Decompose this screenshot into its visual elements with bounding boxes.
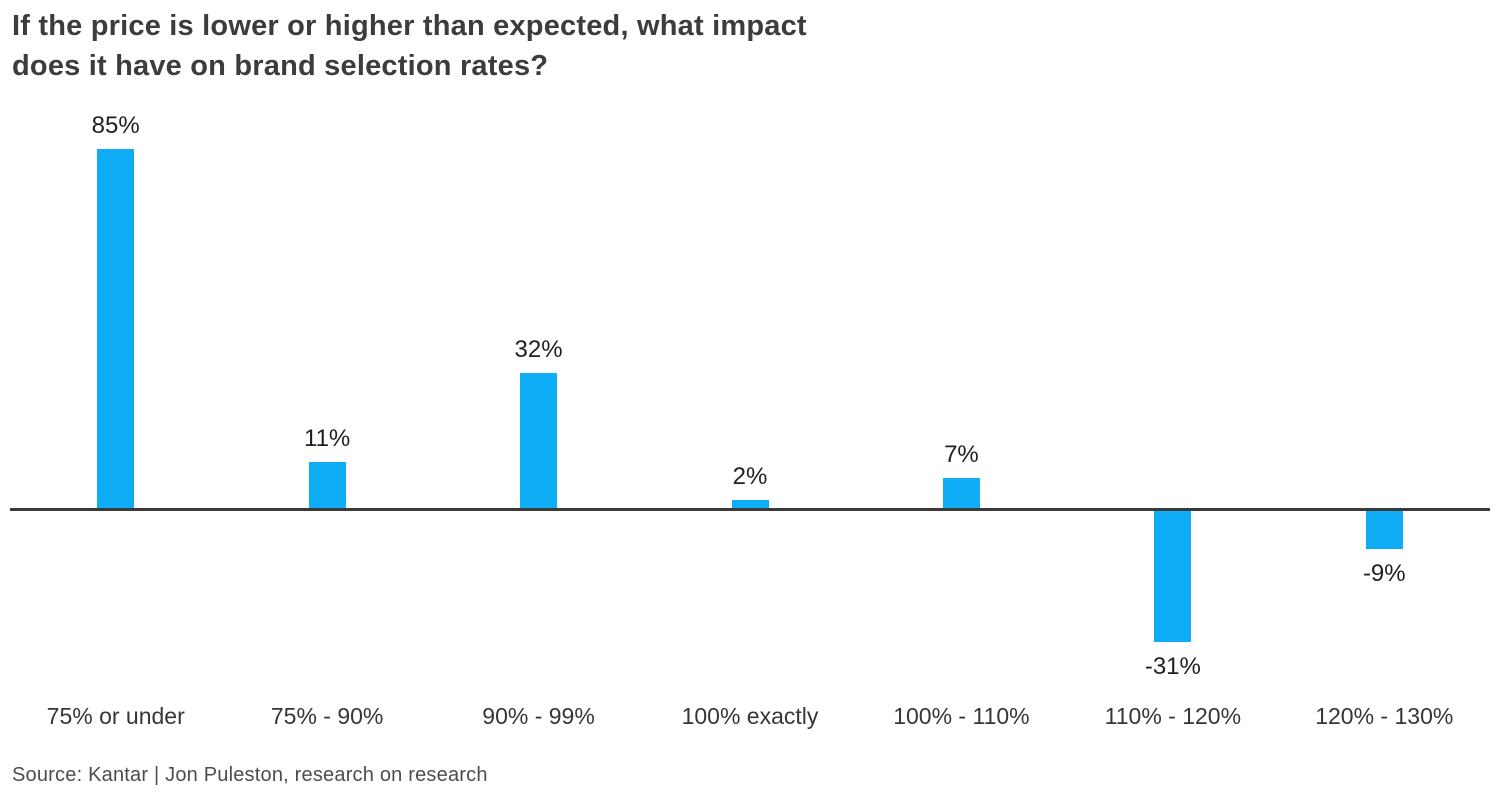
bar <box>942 478 980 508</box>
category-label: 100% exactly <box>681 703 819 729</box>
bar <box>308 462 346 508</box>
bar <box>731 500 769 508</box>
source-note: Source: Kantar | Jon Puleston, research … <box>12 764 488 786</box>
bar <box>97 149 135 508</box>
chart-title: If the price is lower or higher than exp… <box>12 6 1012 86</box>
bar-chart: 85% 11% 32% 2% 7% -31% -9% 75% or under 75% - 9… <box>10 0 1490 760</box>
category-label: 100% - 110% <box>893 703 1030 729</box>
category-label: 75% or under <box>46 703 185 729</box>
category-label: 75% - 90% <box>270 703 384 729</box>
category-label: 120% - 130% <box>1315 703 1454 729</box>
category-label: 90% - 99% <box>482 703 595 729</box>
bar <box>520 373 558 508</box>
bar-value-label: 32% <box>514 336 563 363</box>
bar-value-label: -31% <box>1144 653 1201 680</box>
chart-title-line-1: If the price is lower or higher than exp… <box>12 10 807 42</box>
chart-title-line-2: does it have on brand selection rates? <box>12 50 549 82</box>
x-axis-line <box>10 508 1490 511</box>
bar-value-label: 11% <box>304 425 351 452</box>
bar-value-label: 2% <box>732 463 768 490</box>
bar <box>1365 511 1403 549</box>
bar-value-label: 7% <box>944 441 979 468</box>
bar-value-label: -9% <box>1362 560 1406 587</box>
category-label: 110% - 120% <box>1104 703 1242 729</box>
bar <box>1154 511 1192 642</box>
bar-value-label: 85% <box>91 112 140 139</box>
